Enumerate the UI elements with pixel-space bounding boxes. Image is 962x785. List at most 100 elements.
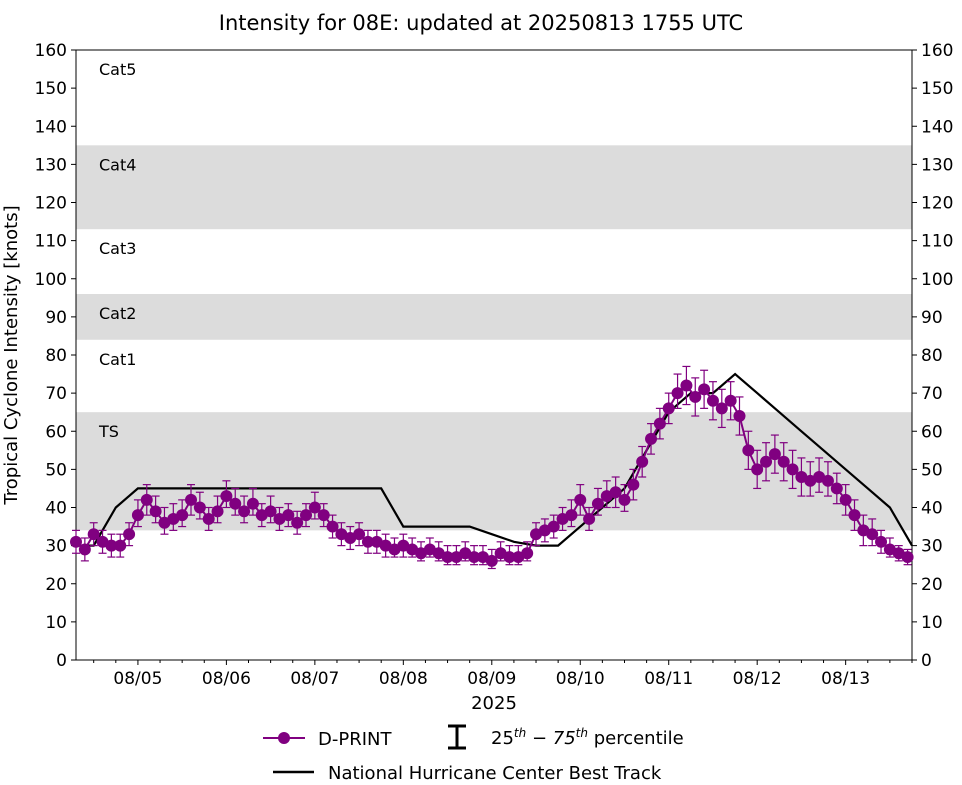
dprint-point — [149, 505, 162, 518]
y-tick-label-right: 70 — [921, 384, 943, 404]
dprint-point — [768, 448, 781, 461]
y-tick-label-left: 160 — [35, 41, 67, 61]
dprint-point — [680, 379, 693, 392]
dprint-point — [751, 463, 764, 476]
dprint-point — [105, 539, 118, 552]
dprint-point — [821, 474, 834, 487]
y-tick-label-left: 150 — [35, 79, 67, 99]
y-axis-label: Tropical Cyclone Intensity [knots] — [1, 205, 22, 505]
dprint-point — [618, 493, 631, 506]
dprint-point — [521, 547, 534, 560]
dprint-point — [87, 528, 100, 541]
dprint-point — [123, 528, 136, 541]
dprint-point — [326, 520, 339, 533]
dprint-point — [264, 505, 277, 518]
dprint-point — [353, 528, 366, 541]
dprint-point — [300, 509, 313, 522]
dprint-point — [901, 551, 914, 564]
dprint-point — [282, 509, 295, 522]
dprint-point — [733, 410, 746, 422]
category-labels: TS Cat1 Cat2 Cat3 Cat4 Cat5 — [98, 60, 136, 441]
category-label-cat1: Cat1 — [99, 350, 136, 369]
dprint-point — [848, 509, 861, 522]
dprint-point — [441, 551, 454, 564]
legend-percentile-label: 25th − 75th percentile — [491, 726, 684, 749]
y-tick-label-left: 120 — [35, 194, 67, 214]
category-label-cat5: Cat5 — [99, 60, 136, 79]
category-bands — [76, 145, 912, 531]
dprint-point — [547, 520, 560, 533]
category-label-cat4: Cat4 — [99, 155, 136, 174]
y-tick-label-right: 100 — [921, 270, 953, 290]
dprint-point — [591, 497, 604, 510]
dprint-point — [583, 512, 596, 525]
dprint-point — [246, 497, 259, 510]
y-tick-label-left: 50 — [45, 460, 67, 480]
y-tick-label-right: 40 — [921, 499, 943, 519]
dprint-point — [70, 535, 82, 548]
legend: D-PRINT 25th − 75th percentile National … — [263, 724, 684, 784]
x-axis-label: 2025 — [471, 693, 517, 714]
dprint-point — [238, 505, 251, 518]
dprint-point — [176, 509, 189, 522]
y-tick-label-left: 140 — [35, 117, 67, 137]
dprint-point — [131, 509, 144, 522]
x-tick-label: 08/13 — [821, 669, 870, 689]
y-tick-label-right: 80 — [921, 346, 943, 366]
best-track-line — [76, 372, 913, 547]
dprint-point — [866, 528, 879, 541]
legend-best-track-label: National Hurricane Center Best Track — [328, 763, 662, 784]
legend-dprint-label: D-PRINT — [318, 729, 392, 750]
dprint-point — [636, 455, 649, 468]
dprint-point — [140, 493, 153, 506]
y-tick-label-left: 80 — [45, 346, 67, 366]
legend-errorbar-icon — [448, 724, 466, 750]
category-label-cat2: Cat2 — [99, 304, 136, 323]
dprint-point — [185, 493, 198, 506]
category-label-ts: TS — [98, 422, 119, 441]
dprint-point — [645, 432, 658, 445]
y-tick-label-right: 30 — [921, 537, 943, 557]
x-tick-label: 08/10 — [556, 669, 605, 689]
dprint-point — [760, 455, 773, 468]
dprint-point — [627, 478, 640, 491]
y-tick-label-left: 60 — [45, 422, 67, 442]
y-tick-label-right: 90 — [921, 308, 943, 328]
dprint-point — [698, 383, 711, 396]
band-cat4 — [76, 145, 912, 230]
x-tick-label: 08/05 — [113, 669, 162, 689]
dprint-point — [468, 551, 481, 564]
dprint-point — [662, 402, 675, 415]
y-tick-label-left: 90 — [45, 308, 67, 328]
category-label-cat3: Cat3 — [99, 239, 136, 258]
dprint-point — [78, 543, 91, 556]
dprint-point — [742, 444, 755, 457]
chart-title: Intensity for 08E: updated at 20250813 1… — [219, 11, 743, 35]
dprint-point — [202, 512, 215, 525]
dprint-point — [211, 505, 224, 518]
axes: 0 0 10 10 20 20 30 30 40 40 50 50 60 60 70 70 80 80 90 90 10… — [35, 41, 954, 689]
legend-dprint-marker — [278, 732, 290, 744]
dprint-point — [706, 394, 719, 407]
y-tick-label-right: 20 — [921, 575, 943, 595]
x-tick-label: 08/09 — [467, 669, 516, 689]
dprint-point — [830, 482, 843, 495]
dprint-point — [609, 486, 622, 499]
dprint-point — [114, 539, 127, 552]
x-tick-label: 08/12 — [733, 669, 782, 689]
dprint-point — [786, 463, 799, 476]
y-tick-label-left: 40 — [45, 499, 67, 519]
y-tick-label-left: 70 — [45, 384, 67, 404]
y-tick-label-right: 60 — [921, 422, 943, 442]
y-tick-label-left: 10 — [45, 613, 67, 633]
dprint-point — [503, 551, 516, 564]
dprint-point — [574, 493, 587, 506]
dprint-point — [291, 516, 304, 529]
y-tick-label-right: 10 — [921, 613, 943, 633]
dprint-point — [671, 387, 684, 400]
y-tick-label-right: 50 — [921, 460, 943, 480]
x-tick-label: 08/08 — [379, 669, 428, 689]
dprint-point — [724, 394, 737, 407]
best-track-layer — [76, 372, 913, 547]
